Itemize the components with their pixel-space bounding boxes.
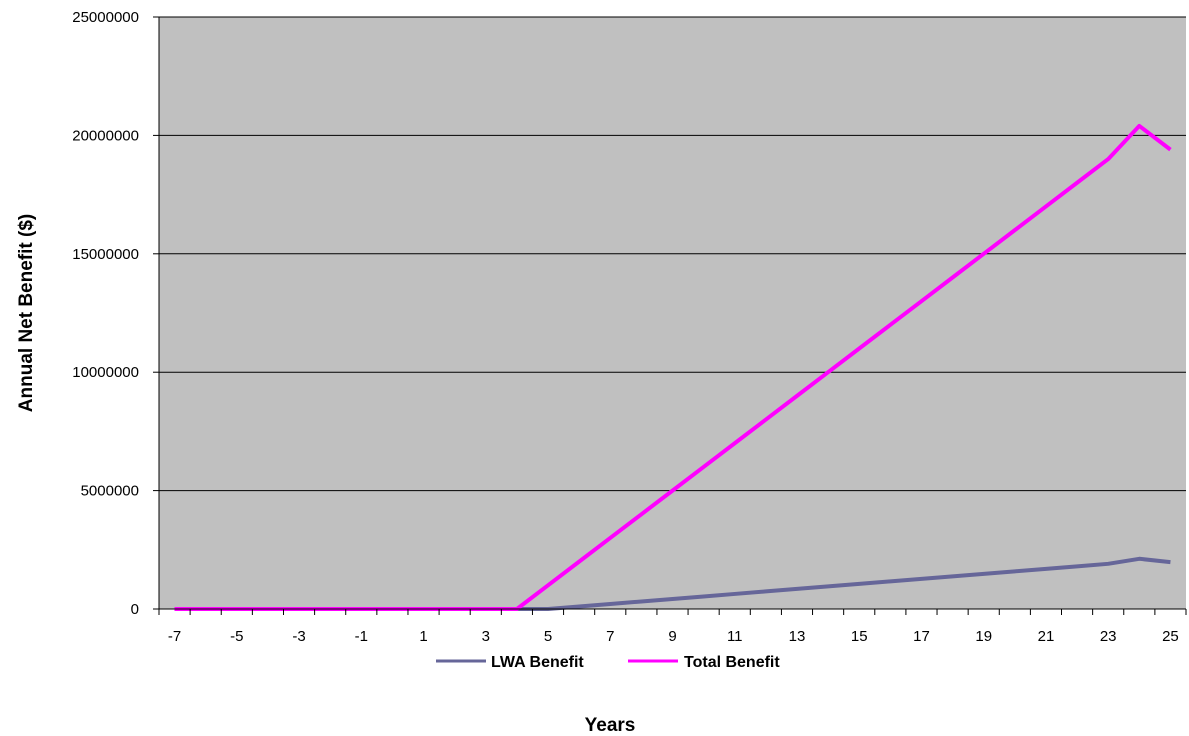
y-tick-label: 25000000 bbox=[72, 9, 139, 26]
x-tick-label: 15 bbox=[851, 628, 868, 645]
y-tick-label: 20000000 bbox=[72, 127, 139, 144]
legend-label-lwa-benefit: LWA Benefit bbox=[491, 654, 584, 671]
x-tick-label: 1 bbox=[419, 628, 427, 645]
x-tick-label: 3 bbox=[482, 628, 490, 645]
legend-label-total-benefit: Total Benefit bbox=[684, 654, 780, 671]
gridlines bbox=[159, 16, 1186, 492]
x-tick-label: 7 bbox=[606, 628, 614, 645]
y-tick-label: 0 bbox=[131, 601, 139, 618]
y-tick-labels: 0 5000000 10000000 15000000 20000000 25000000 bbox=[72, 9, 139, 618]
x-tick-label: 25 bbox=[1162, 628, 1179, 645]
x-tick-label: -3 bbox=[292, 628, 305, 645]
x-tick-label: 13 bbox=[789, 628, 806, 645]
x-tick-label: 5 bbox=[544, 628, 552, 645]
x-tick-label: -1 bbox=[355, 628, 368, 645]
y-tick-label: 15000000 bbox=[72, 246, 139, 263]
y-tick-label: 10000000 bbox=[72, 364, 139, 381]
x-tick-label: 11 bbox=[727, 628, 743, 645]
x-tick-label: 21 bbox=[1038, 628, 1055, 645]
x-tick-label: 19 bbox=[975, 628, 992, 645]
x-tick-label: 23 bbox=[1100, 628, 1117, 645]
legend: LWA Benefit Total Benefit bbox=[436, 654, 780, 671]
x-tick-label: 17 bbox=[913, 628, 930, 645]
y-axis-title: Annual Net Benefit ($) bbox=[16, 214, 37, 412]
x-tick-labels: -7 -5 -3 -1 1 3 5 7 9 11 13 15 17 19 21 23 25 bbox=[168, 628, 1179, 645]
x-tick-label: 9 bbox=[668, 628, 676, 645]
y-tick-label: 5000000 bbox=[81, 483, 139, 500]
x-tick-label: -7 bbox=[168, 628, 181, 645]
axes bbox=[153, 16, 1187, 615]
x-tick-label: -5 bbox=[230, 628, 243, 645]
plot-area bbox=[159, 17, 1186, 609]
x-axis-title: Years bbox=[585, 715, 636, 736]
